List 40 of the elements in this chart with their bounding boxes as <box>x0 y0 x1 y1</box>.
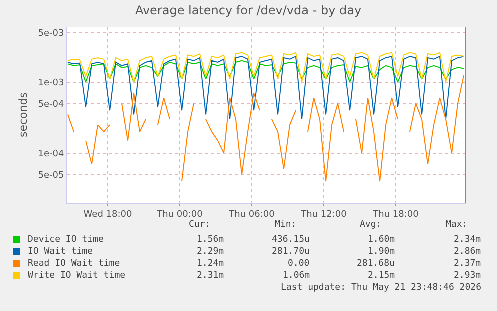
text: 2.93m <box>454 271 482 281</box>
text: 2.86m <box>454 247 482 257</box>
chart-title: Average latency for /dev/vda - by day <box>135 3 362 18</box>
text: 2.29m <box>197 247 224 257</box>
x-tick-label: Thu 06:00 <box>228 210 276 220</box>
legend-label: Read IO Wait time <box>28 259 120 269</box>
x-tick-label: Thu 12:00 <box>300 210 348 220</box>
text: 2.34m <box>454 235 482 245</box>
y-tick-label: 1e-03 <box>38 78 64 88</box>
legend-label: Device IO time <box>28 235 104 245</box>
text: Avg: <box>360 220 382 230</box>
text: Max: <box>446 220 468 230</box>
text: 281.70u <box>272 247 310 257</box>
text: Cur: <box>189 220 211 230</box>
x-tick-label: Thu 00:00 <box>156 210 204 220</box>
x-tick-label: Wed 18:00 <box>84 210 132 220</box>
text: Last update: Thu May 21 23:48:46 2026 <box>281 283 482 293</box>
line-series <box>68 52 464 83</box>
text: 1.06m <box>283 271 310 281</box>
text: 1.56m <box>197 235 224 245</box>
text: 1.90m <box>368 247 396 257</box>
legend-label: Write IO Wait time <box>28 271 126 281</box>
text: 2.15m <box>368 271 396 281</box>
text: 2.37m <box>454 259 482 269</box>
text: 281.68u <box>357 259 395 269</box>
legend-label: IO Wait time <box>28 247 94 257</box>
y-tick-label: 5e-04 <box>38 100 64 110</box>
line-series <box>68 60 464 83</box>
text: 1.60m <box>368 235 396 245</box>
line-series <box>68 56 464 120</box>
y-tick-label: 1e-04 <box>38 149 64 160</box>
text: 0.00 <box>288 259 310 269</box>
text: 2.31m <box>197 271 224 281</box>
text: 1.24m <box>197 259 224 269</box>
y-axis-title: seconds <box>16 92 30 138</box>
text: 436.15u <box>272 235 310 245</box>
y-tick-label: 5e-03 <box>38 28 64 39</box>
text: Min: <box>275 220 297 230</box>
y-tick-label: 5e-05 <box>38 170 64 181</box>
x-tick-label: Thu 18:00 <box>372 210 420 220</box>
